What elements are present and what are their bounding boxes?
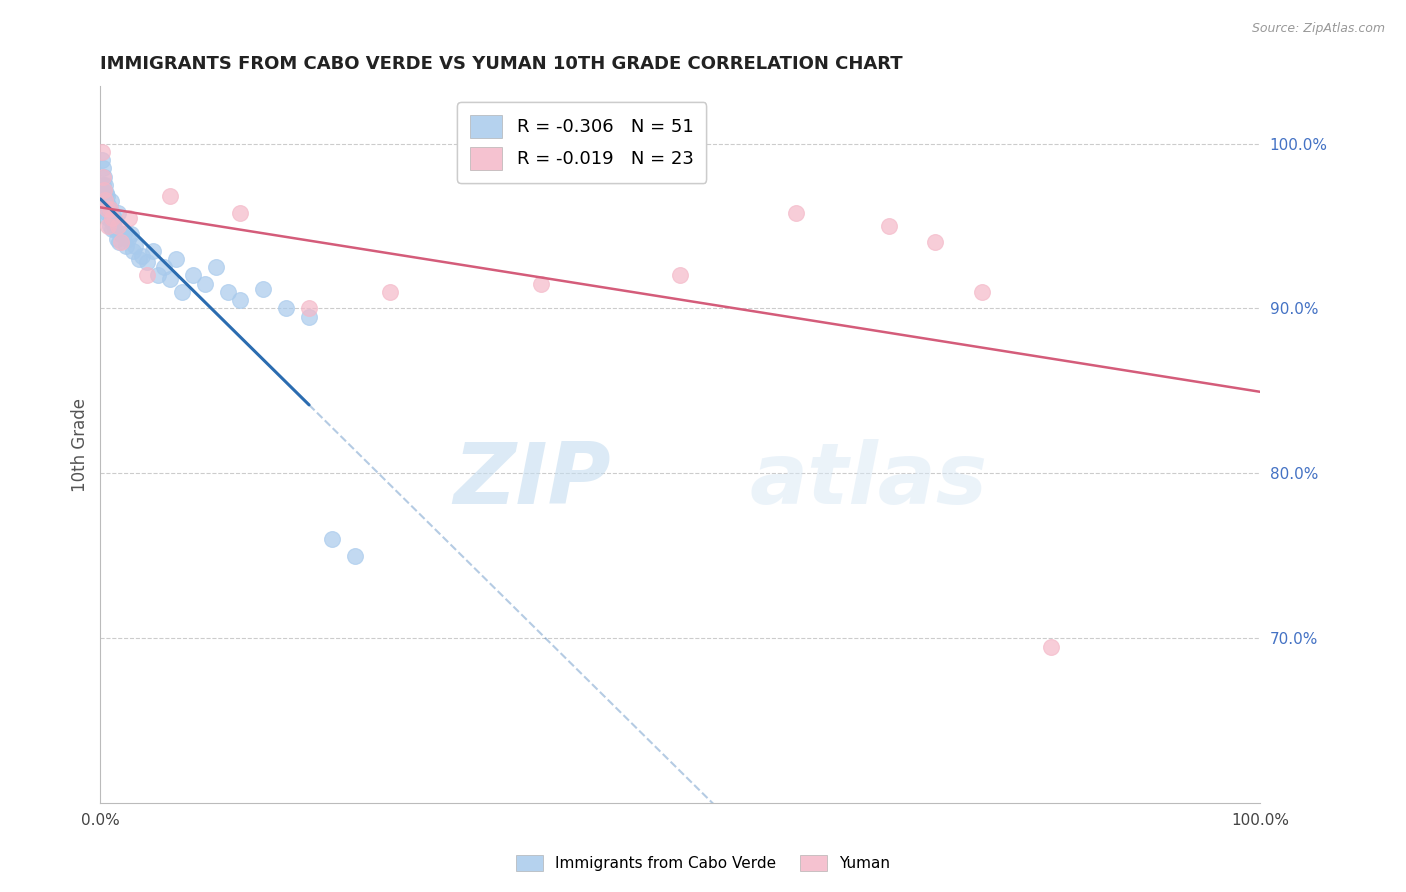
Point bbox=[298, 301, 321, 316]
Point bbox=[98, 219, 121, 233]
Point bbox=[228, 293, 250, 308]
Point bbox=[91, 169, 114, 184]
Point bbox=[93, 183, 115, 197]
Point bbox=[90, 145, 112, 159]
Point bbox=[90, 153, 112, 167]
Point bbox=[530, 277, 553, 291]
Text: ZIP: ZIP bbox=[453, 439, 610, 522]
Point bbox=[194, 277, 217, 291]
Point bbox=[298, 310, 321, 324]
Point bbox=[112, 227, 135, 242]
Legend: R = -0.306   N = 51, R = -0.019   N = 23: R = -0.306 N = 51, R = -0.019 N = 23 bbox=[457, 102, 706, 183]
Point bbox=[101, 206, 124, 220]
Point bbox=[96, 206, 118, 220]
Point bbox=[135, 255, 157, 269]
Point bbox=[141, 244, 163, 258]
Point bbox=[94, 193, 117, 207]
Point bbox=[165, 252, 187, 266]
Point bbox=[91, 178, 114, 192]
Point bbox=[205, 260, 228, 275]
Point bbox=[104, 222, 127, 236]
Point bbox=[94, 178, 117, 192]
Point bbox=[93, 186, 115, 200]
Point bbox=[98, 202, 121, 217]
Point bbox=[117, 232, 139, 246]
Point bbox=[153, 260, 176, 275]
Point bbox=[94, 186, 117, 200]
Text: IMMIGRANTS FROM CABO VERDE VS YUMAN 10TH GRADE CORRELATION CHART: IMMIGRANTS FROM CABO VERDE VS YUMAN 10TH… bbox=[100, 55, 903, 73]
Text: atlas: atlas bbox=[749, 439, 988, 522]
Point bbox=[877, 219, 900, 233]
Point bbox=[118, 211, 141, 225]
Point bbox=[131, 249, 153, 263]
Point bbox=[274, 301, 297, 316]
Point bbox=[96, 202, 118, 217]
Point bbox=[124, 239, 146, 253]
Point bbox=[103, 211, 125, 225]
Point bbox=[217, 285, 239, 299]
Point bbox=[128, 252, 150, 266]
Point bbox=[108, 235, 131, 250]
Text: Source: ZipAtlas.com: Source: ZipAtlas.com bbox=[1251, 22, 1385, 36]
Point bbox=[97, 219, 120, 233]
Point bbox=[101, 216, 124, 230]
Legend: Immigrants from Cabo Verde, Yuman: Immigrants from Cabo Verde, Yuman bbox=[509, 849, 897, 877]
Point bbox=[170, 285, 193, 299]
Point bbox=[110, 235, 132, 250]
Point bbox=[120, 227, 142, 242]
Point bbox=[1040, 640, 1063, 654]
Point bbox=[159, 272, 181, 286]
Point bbox=[924, 235, 946, 250]
Point bbox=[321, 533, 343, 547]
Point bbox=[115, 239, 138, 253]
Point bbox=[252, 282, 274, 296]
Point bbox=[96, 189, 118, 203]
Point bbox=[181, 268, 204, 283]
Point bbox=[228, 206, 250, 220]
Point bbox=[380, 285, 402, 299]
Point bbox=[970, 285, 993, 299]
Y-axis label: 10th Grade: 10th Grade bbox=[72, 398, 89, 491]
Point bbox=[148, 268, 170, 283]
Point bbox=[110, 227, 132, 242]
Point bbox=[94, 194, 117, 209]
Point bbox=[97, 197, 120, 211]
Point bbox=[105, 232, 128, 246]
Point bbox=[344, 549, 367, 563]
Point bbox=[91, 161, 114, 176]
Point bbox=[107, 219, 129, 233]
Point bbox=[159, 189, 181, 203]
Point bbox=[121, 244, 143, 258]
Point bbox=[94, 202, 117, 217]
Point bbox=[135, 268, 157, 283]
Point bbox=[100, 211, 122, 225]
Point bbox=[98, 202, 121, 217]
Point bbox=[93, 169, 115, 184]
Point bbox=[785, 206, 807, 220]
Point bbox=[101, 211, 124, 225]
Point bbox=[101, 222, 124, 236]
Point bbox=[669, 268, 692, 283]
Point bbox=[97, 211, 120, 225]
Point bbox=[107, 206, 129, 220]
Point bbox=[100, 194, 122, 209]
